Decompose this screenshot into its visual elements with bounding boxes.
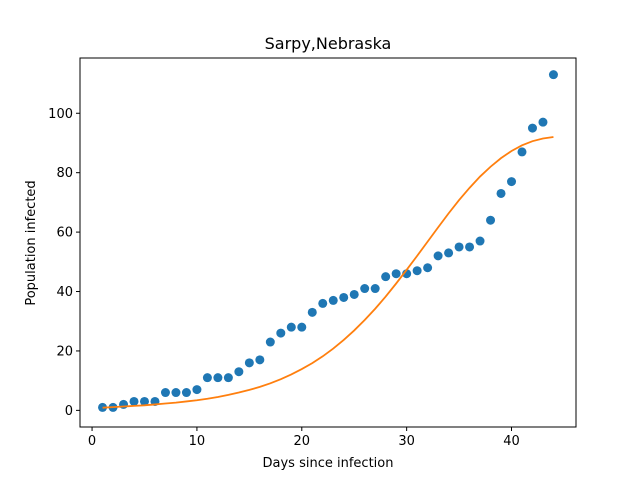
data-point bbox=[160, 388, 170, 398]
y-tick-label: 100 bbox=[48, 107, 73, 122]
y-axis-label: Population infected bbox=[24, 180, 39, 305]
data-point bbox=[527, 123, 537, 133]
data-point bbox=[548, 70, 558, 80]
data-point bbox=[255, 355, 265, 365]
x-axis-ticks: 0 10 20 30 40 bbox=[88, 427, 520, 449]
data-point bbox=[538, 117, 548, 127]
data-point bbox=[129, 396, 139, 406]
x-axis-label: Days since infection bbox=[263, 456, 394, 471]
data-point bbox=[412, 266, 422, 276]
data-point bbox=[444, 248, 454, 258]
data-point bbox=[496, 188, 506, 198]
data-point bbox=[181, 388, 191, 398]
data-point bbox=[213, 373, 223, 383]
data-point bbox=[423, 263, 433, 273]
y-tick-label: 40 bbox=[56, 285, 73, 300]
y-tick-label: 20 bbox=[56, 344, 73, 359]
data-point bbox=[349, 289, 359, 299]
data-point bbox=[433, 251, 443, 261]
data-point bbox=[339, 292, 349, 302]
x-tick-label: 10 bbox=[189, 434, 206, 449]
data-point bbox=[192, 385, 202, 395]
data-point bbox=[139, 396, 149, 406]
y-tick-label: 80 bbox=[56, 166, 73, 181]
data-point bbox=[297, 322, 307, 332]
data-point bbox=[465, 242, 475, 252]
chart-title: Sarpy,Nebraska bbox=[265, 34, 392, 53]
x-tick-label: 30 bbox=[398, 434, 415, 449]
data-point bbox=[454, 242, 464, 252]
data-point bbox=[234, 367, 244, 377]
data-point bbox=[381, 272, 391, 282]
x-tick-label: 20 bbox=[294, 434, 311, 449]
data-point bbox=[475, 236, 485, 246]
data-point bbox=[517, 147, 527, 157]
y-tick-label: 60 bbox=[56, 226, 73, 241]
data-point bbox=[276, 328, 286, 338]
y-tick-label: 0 bbox=[65, 404, 73, 419]
y-axis-ticks: 0 20 40 60 80 100 bbox=[48, 107, 80, 419]
data-point bbox=[360, 284, 370, 294]
data-point bbox=[202, 373, 212, 383]
data-point bbox=[286, 322, 296, 332]
plot-area bbox=[98, 70, 558, 412]
axes-frame bbox=[79, 57, 577, 428]
data-point bbox=[391, 269, 401, 279]
x-tick-label: 0 bbox=[88, 434, 96, 449]
data-point bbox=[486, 215, 496, 225]
data-point bbox=[171, 388, 181, 398]
x-tick-label: 40 bbox=[503, 434, 520, 449]
data-point bbox=[265, 337, 275, 347]
data-point bbox=[318, 298, 328, 308]
data-point bbox=[507, 177, 517, 187]
data-point bbox=[244, 358, 254, 368]
data-point bbox=[370, 284, 380, 294]
data-point bbox=[307, 307, 317, 317]
data-point bbox=[328, 295, 338, 305]
data-point bbox=[223, 373, 233, 383]
fit-curve-line bbox=[102, 136, 554, 409]
